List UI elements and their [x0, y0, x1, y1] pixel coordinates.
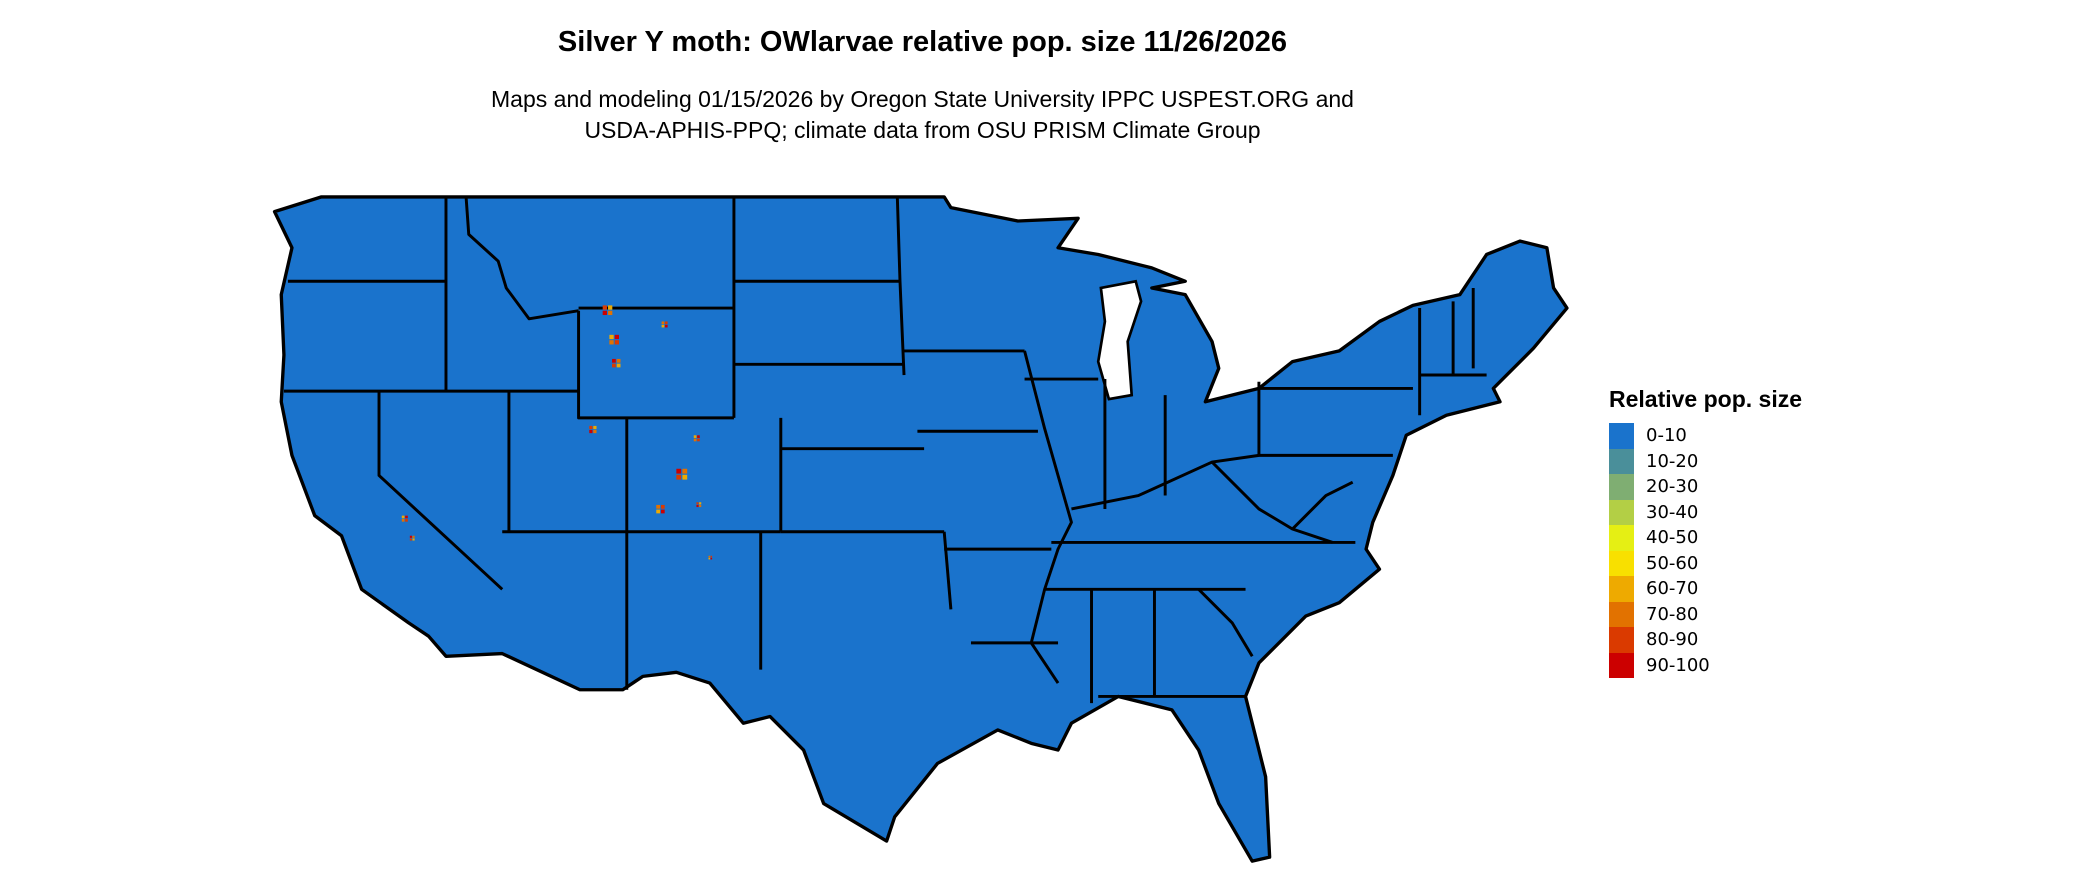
- legend-label: 90-100: [1646, 654, 1710, 676]
- hotspot-cell: [616, 358, 621, 363]
- hotspot-cell: [602, 305, 607, 310]
- state-border: [895, 196, 906, 376]
- hotspot-cell: [412, 535, 415, 538]
- map-subtitle: Maps and modeling 01/15/2026 by Oregon S…: [0, 84, 1845, 146]
- legend-swatch: [1609, 627, 1634, 653]
- hotspot-cell: [589, 425, 593, 430]
- hotspot-cell: [401, 518, 405, 522]
- legend-swatch: [1609, 499, 1634, 525]
- state-border: [577, 310, 734, 420]
- hotspot-cell: [656, 509, 660, 514]
- legend-label: 50-60: [1646, 552, 1699, 574]
- hotspot-cell: [697, 435, 700, 438]
- legend-swatch: [1609, 576, 1634, 602]
- state-border: [1291, 480, 1354, 531]
- legend-swatch: [1609, 525, 1634, 551]
- hotspot-cell: [696, 502, 699, 505]
- legend-swatch: [1609, 448, 1634, 474]
- state-border: [377, 391, 504, 591]
- hotspot-cell: [710, 557, 713, 560]
- legend-swatch: [1609, 474, 1634, 500]
- hotspot-cell: [656, 504, 660, 509]
- legend-item: 0-10: [1609, 423, 1802, 449]
- hotspot-cell: [612, 358, 616, 363]
- hotspot-cell: [676, 468, 682, 474]
- legend-label: 80-90: [1646, 629, 1699, 651]
- legend-item: 20-30: [1609, 474, 1802, 500]
- hotspot-cell: [682, 474, 688, 480]
- hotspot-cell: [696, 504, 699, 508]
- hotspot-cell: [660, 504, 665, 509]
- hotspot-cell: [409, 538, 412, 541]
- hotspot-cell: [609, 334, 614, 340]
- subtitle-line-1: Maps and modeling 01/15/2026 by Oregon S…: [491, 86, 1354, 112]
- hotspot-cell: [614, 340, 620, 345]
- hotspot-cell: [405, 518, 408, 522]
- hotspot-cell: [608, 310, 613, 316]
- legend-title: Relative pop. size: [1609, 386, 1803, 412]
- legend-item: 60-70: [1609, 576, 1802, 602]
- state-borders: [283, 196, 1487, 704]
- hotspot-cell: [405, 515, 408, 519]
- legend: Relative pop. size 0-10 10-20 20-30 30-40 40…: [1609, 386, 1802, 678]
- hotspot-cell: [401, 515, 405, 519]
- hotspot-cell: [693, 435, 697, 438]
- legend-item: 40-50: [1609, 525, 1802, 551]
- hotspot-cell: [660, 509, 665, 514]
- hotspot-cell: [589, 429, 593, 434]
- hotspot-cell: [699, 502, 702, 505]
- hotspots: [401, 305, 713, 560]
- hotspot-cell: [682, 468, 688, 474]
- hotspot-cell: [608, 305, 613, 310]
- legend-label: 0-10: [1646, 425, 1687, 447]
- legend-swatch: [1609, 550, 1634, 576]
- hotspot-cell: [664, 321, 668, 325]
- state-border: [1197, 588, 1254, 658]
- hotspot-cell: [612, 363, 616, 368]
- hotspot-cell: [708, 555, 711, 558]
- us-outline: [272, 195, 1569, 863]
- legend-item: 50-60: [1609, 550, 1802, 576]
- legend-label: 40-50: [1646, 527, 1699, 549]
- legend-swatch: [1609, 652, 1634, 678]
- legend-item: 30-40: [1609, 499, 1802, 525]
- hotspot-cell: [609, 340, 614, 345]
- hotspot-cell: [676, 474, 682, 480]
- legend-label: 30-40: [1646, 501, 1699, 523]
- state-border: [464, 196, 579, 321]
- hotspot-cell: [693, 438, 697, 442]
- hotspot-cell: [661, 321, 665, 325]
- hotspot-cell: [699, 504, 702, 508]
- subtitle-line-2: USDA-APHIS-PPQ; climate data from OSU PR…: [584, 117, 1261, 143]
- state-border: [942, 531, 953, 610]
- legend-label: 20-30: [1646, 476, 1699, 498]
- legend-label: 10-20: [1646, 450, 1699, 472]
- hotspot-cell: [664, 324, 668, 328]
- hotspot-cell: [409, 535, 412, 538]
- state-border: [1211, 461, 1334, 544]
- hotspot-cell: [593, 425, 597, 430]
- legend-label: 60-70: [1646, 578, 1699, 600]
- state-border: [1023, 350, 1073, 684]
- legend-item: 80-90: [1609, 627, 1802, 653]
- hotspot-cell: [614, 334, 620, 340]
- state-border: [1071, 453, 1260, 511]
- lake-michigan: [1096, 279, 1143, 401]
- map-title: Silver Y moth: OWlarvae relative pop. si…: [557, 26, 1288, 58]
- hotspot-cell: [593, 429, 597, 434]
- hotspot-cell: [710, 555, 713, 558]
- legend-swatch: [1609, 423, 1634, 449]
- legend-item: 90-100: [1609, 652, 1802, 678]
- legend-swatch: [1609, 601, 1634, 627]
- legend-item: 10-20: [1609, 448, 1802, 474]
- hotspot-cell: [412, 538, 415, 541]
- legend-item: 70-80: [1609, 601, 1802, 627]
- hotspot-cell: [616, 363, 621, 368]
- hotspot-cell: [602, 310, 607, 316]
- hotspot-cell: [708, 557, 711, 560]
- hotspot-cell: [661, 324, 665, 328]
- legend-label: 70-80: [1646, 603, 1699, 625]
- hotspot-cell: [697, 438, 700, 442]
